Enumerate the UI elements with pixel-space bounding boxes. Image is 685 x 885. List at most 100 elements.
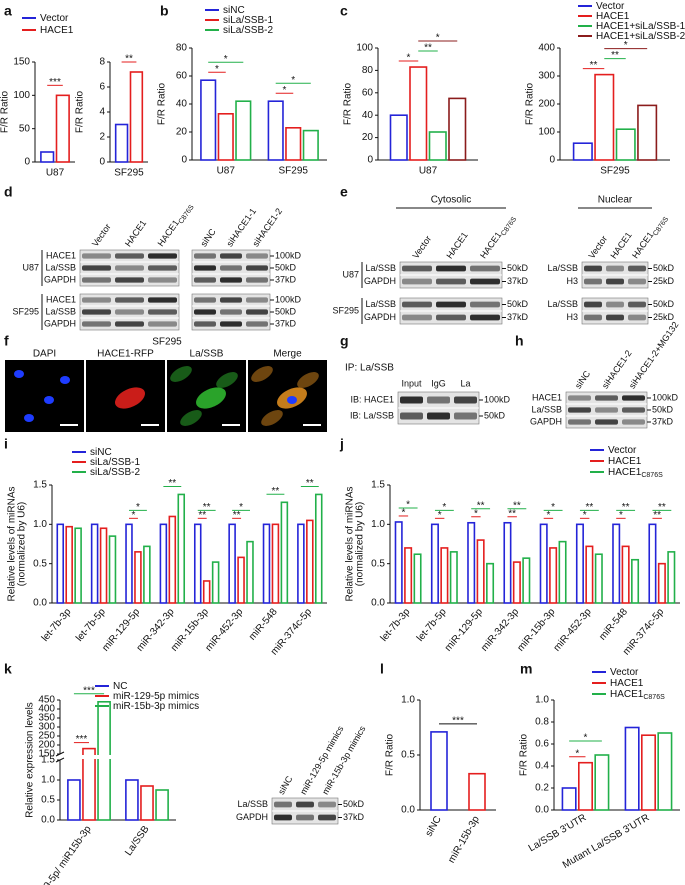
significance-label: * (407, 53, 411, 64)
bar (476, 539, 485, 604)
y-tick-label: 0 (367, 155, 373, 166)
marker-label: 50kD (343, 799, 365, 809)
legend-label: Vector (596, 1, 625, 12)
legend-label-main: HACE1+siLa/SSB-2 (596, 31, 685, 42)
legend-label-main: siNC (90, 447, 112, 458)
row-label: La/SSB (45, 306, 76, 316)
bar (143, 545, 151, 604)
blot-band (470, 301, 500, 308)
bar (125, 523, 133, 604)
y-tick-label: 6 (99, 82, 105, 93)
significance-label: * (406, 500, 410, 511)
lane-label: HACE1C876S (156, 200, 196, 250)
x-tick-label: SF295 (600, 166, 630, 177)
blot-band (568, 407, 591, 413)
row-label: HACE1 (46, 250, 76, 260)
blot-band (148, 265, 177, 271)
bar (155, 789, 169, 821)
blot-band (622, 419, 645, 425)
panel-label: d (4, 184, 13, 200)
cell (170, 366, 192, 382)
bar (193, 523, 202, 604)
legend-label: HACE1 (610, 678, 644, 689)
bar (74, 527, 82, 604)
lane-label: Vector (410, 234, 433, 261)
y-axis-label: F/R Ratio (525, 82, 536, 125)
marker-label: 100kD (652, 392, 679, 402)
x-tick-label: let-7b-3p (379, 606, 413, 644)
blot-band (220, 265, 242, 271)
lane-label-main: HACE1 (630, 230, 655, 260)
bar (512, 561, 521, 604)
legend-label-main: Vector (40, 13, 69, 24)
blot-band (194, 309, 216, 315)
y-tick-label: 60 (362, 87, 374, 98)
legend-label: HACE1C876S (610, 689, 665, 702)
y-tick-label: 0 (99, 157, 105, 168)
blot-header: Nuclear (598, 195, 633, 206)
y-tick-label: 0.5 (41, 795, 55, 806)
blot-band (148, 253, 177, 259)
lane-label: HACE1C876S (630, 212, 670, 262)
bar (306, 519, 314, 604)
y-tick-label: 0 (24, 157, 30, 168)
panel-label: e (340, 184, 348, 200)
blot-band (220, 309, 242, 315)
group-label: U87 (22, 262, 39, 272)
blot-band (296, 801, 314, 808)
legend-label: HACE1+siLa/SSB-1 (596, 21, 685, 32)
bar (585, 545, 594, 604)
significance-label: * (239, 502, 243, 513)
panel-label: f (4, 333, 9, 349)
blot-band (402, 278, 432, 285)
marker-label: 50kD (653, 299, 675, 309)
row-label: IB: HACE1 (350, 394, 394, 404)
bar (522, 557, 531, 604)
x-tick-label: U87 (419, 166, 438, 177)
bar (211, 561, 220, 604)
blot-band (115, 297, 144, 303)
blot-band (148, 309, 177, 315)
cell (115, 387, 145, 409)
blot-band (246, 265, 268, 271)
blot-band (606, 314, 624, 321)
blot-band (568, 419, 591, 425)
bar (285, 127, 302, 161)
marker-label: 100kD (275, 250, 302, 260)
bar (55, 94, 70, 163)
y-tick-label: 0.4 (535, 761, 549, 772)
legend-label-main: siLa/SSB-1 (90, 457, 140, 468)
lane-label: La (460, 378, 470, 388)
y-tick-label: 1.0 (535, 695, 549, 706)
bar (114, 123, 129, 163)
significance-label: *** (49, 77, 61, 88)
marker-label: 25kD (653, 312, 675, 322)
panel-label: j (339, 436, 344, 452)
legend-label-main: miR-15b-3p mimics (113, 701, 199, 712)
blot-band (402, 301, 432, 308)
blot-band (628, 278, 646, 285)
bar (594, 754, 610, 811)
marker-label: 50kD (507, 263, 529, 273)
x-tick-label: SF295 (114, 168, 144, 179)
significance-label: ** (590, 60, 598, 71)
blot-band (402, 265, 432, 272)
y-tick-label: 1.5 (33, 480, 47, 491)
cell (261, 410, 283, 426)
panel-label: m (520, 661, 532, 677)
lane-label: Vector (586, 234, 609, 261)
bar (202, 580, 211, 604)
blot-header: IP: La/SSB (345, 363, 394, 374)
legend-label-main: Vector (610, 667, 639, 678)
bar (125, 779, 139, 821)
row-label: GAPDH (236, 812, 268, 822)
row-label: La/SSB (547, 299, 578, 309)
lane-label-sub: C876S (178, 204, 196, 226)
significance-label: ** (477, 500, 485, 511)
y-axis-label: (normalized by U6) (355, 502, 366, 586)
x-tick-label: miR-548 (247, 606, 280, 642)
row-label: HACE1 (532, 392, 562, 402)
row-label: H3 (566, 312, 578, 322)
blot-band (246, 297, 268, 303)
lane-label: Input (401, 378, 422, 388)
